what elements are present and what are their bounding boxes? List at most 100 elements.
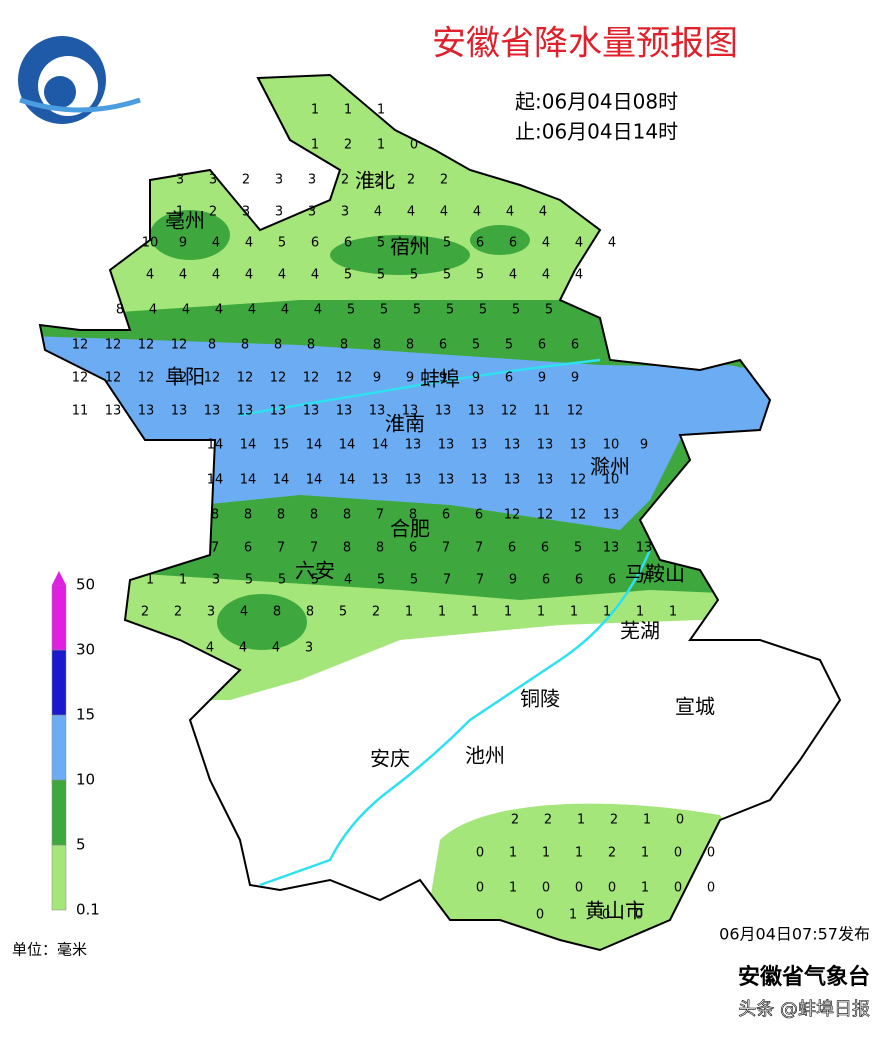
grid-value: 12 xyxy=(72,338,89,353)
grid-value: 1 xyxy=(471,605,479,620)
grid-value: 1 xyxy=(377,103,385,118)
grid-value: 9 xyxy=(640,438,648,453)
grid-value: 6 xyxy=(475,508,483,523)
grid-value: 7 xyxy=(277,541,285,556)
grid-value: 14 xyxy=(339,438,356,453)
grid-value: 1 xyxy=(641,846,649,861)
grid-value: 8 xyxy=(208,338,216,353)
grid-value: 8 xyxy=(274,338,282,353)
grid-value: 13 xyxy=(171,404,188,419)
grid-value: 14 xyxy=(339,473,356,488)
legend-arrow xyxy=(52,571,66,585)
grid-value: 4 xyxy=(314,303,322,318)
grid-value: 1 xyxy=(504,605,512,620)
grid-value: 12 xyxy=(138,371,155,386)
grid-value: 1 xyxy=(603,605,611,620)
grid-value: 12 xyxy=(105,338,122,353)
grid-value: 2 xyxy=(374,173,382,188)
grid-value: 5 xyxy=(339,605,347,620)
grid-value: 4 xyxy=(542,236,550,251)
city-label: 蚌埠 xyxy=(420,367,460,391)
grid-value: 5 xyxy=(278,236,286,251)
grid-value: 0 xyxy=(410,138,418,153)
agency: 安徽省气象台 xyxy=(738,964,870,990)
legend-label: 5 xyxy=(76,836,86,854)
legend-swatch xyxy=(51,779,67,846)
city-label: 马鞍山 xyxy=(625,562,685,586)
grid-value: 7 xyxy=(641,573,649,588)
grid-value: 13 xyxy=(303,404,320,419)
period-end: 止:06月04日14时 xyxy=(515,120,678,144)
grid-value: 4 xyxy=(344,573,352,588)
grid-value: 12 xyxy=(204,371,221,386)
grid-value: 5 xyxy=(505,338,513,353)
grid-value: 1 xyxy=(344,103,352,118)
grid-value: 5 xyxy=(574,541,582,556)
grid-value: 4 xyxy=(575,236,583,251)
grid-value: 4 xyxy=(245,236,253,251)
grid-value: 13 xyxy=(603,541,620,556)
grid-value: 3 xyxy=(207,605,215,620)
city-label: 合肥 xyxy=(390,517,430,541)
grid-value: 0 xyxy=(674,881,682,896)
grid-value: 13 xyxy=(402,404,419,419)
grid-value: 8 xyxy=(307,338,315,353)
grid-value: 1 xyxy=(509,881,517,896)
legend-swatch xyxy=(51,649,67,716)
grid-value: 6 xyxy=(505,371,513,386)
city-label: 滁州 xyxy=(590,455,630,479)
grid-value: 5 xyxy=(377,573,385,588)
grid-value: 4 xyxy=(407,205,415,220)
grid-value: 9 xyxy=(406,371,414,386)
grid-value: 5 xyxy=(413,303,421,318)
grid-value: 3 xyxy=(305,641,313,656)
grid-value: 12 xyxy=(570,508,587,523)
grid-value: 15 xyxy=(273,438,290,453)
grid-value: 8 xyxy=(406,338,414,353)
grid-value: 9 xyxy=(571,371,579,386)
grid-value: 13 xyxy=(270,404,287,419)
grid-value: 1 xyxy=(405,605,413,620)
grid-value: 8 xyxy=(343,508,351,523)
grid-value: 14 xyxy=(207,438,224,453)
grid-value: 1 xyxy=(179,573,187,588)
grid-value: 12 xyxy=(171,371,188,386)
grid-value: 5 xyxy=(479,303,487,318)
grid-value: 13 xyxy=(372,473,389,488)
grid-value: 5 xyxy=(344,268,352,283)
grid-value: 4 xyxy=(212,236,220,251)
grid-value: 6 xyxy=(344,236,352,251)
grid-value: 5 xyxy=(443,236,451,251)
city-label: 阜阳 xyxy=(165,365,205,389)
grid-value: 4 xyxy=(272,641,280,656)
grid-value: 4 xyxy=(440,205,448,220)
grid-value: 3 xyxy=(341,205,349,220)
grid-value: 5 xyxy=(380,303,388,318)
city-label: 黄山市 xyxy=(585,899,645,923)
grid-value: 12 xyxy=(171,338,188,353)
grid-value: 5 xyxy=(347,303,355,318)
legend-label: 10 xyxy=(76,771,95,789)
grid-value: 1 xyxy=(176,205,184,220)
grid-value: 8 xyxy=(116,303,124,318)
grid-value: 13 xyxy=(570,438,587,453)
grid-value: 2 xyxy=(242,173,250,188)
grid-value: 1 xyxy=(577,813,585,828)
grid-value: 1 xyxy=(146,573,154,588)
grid-value: 4 xyxy=(575,268,583,283)
grid-value: 4 xyxy=(146,268,154,283)
grid-value: 3 xyxy=(308,205,316,220)
grid-value: 14 xyxy=(306,473,323,488)
grid-value: 4 xyxy=(240,605,248,620)
city-label: 宿州 xyxy=(390,235,430,259)
city-label: 宣城 xyxy=(675,695,715,719)
watermark: 头条 @蚌埠日报 xyxy=(738,999,870,1020)
grid-value: 13 xyxy=(504,438,521,453)
grid-value: 4 xyxy=(215,303,223,318)
grid-value: 3 xyxy=(176,173,184,188)
grid-value: 2 xyxy=(544,813,552,828)
grid-value: 4 xyxy=(278,268,286,283)
grid-value: 6 xyxy=(608,573,616,588)
grid-value: 14 xyxy=(207,473,224,488)
grid-value: 9 xyxy=(439,371,447,386)
